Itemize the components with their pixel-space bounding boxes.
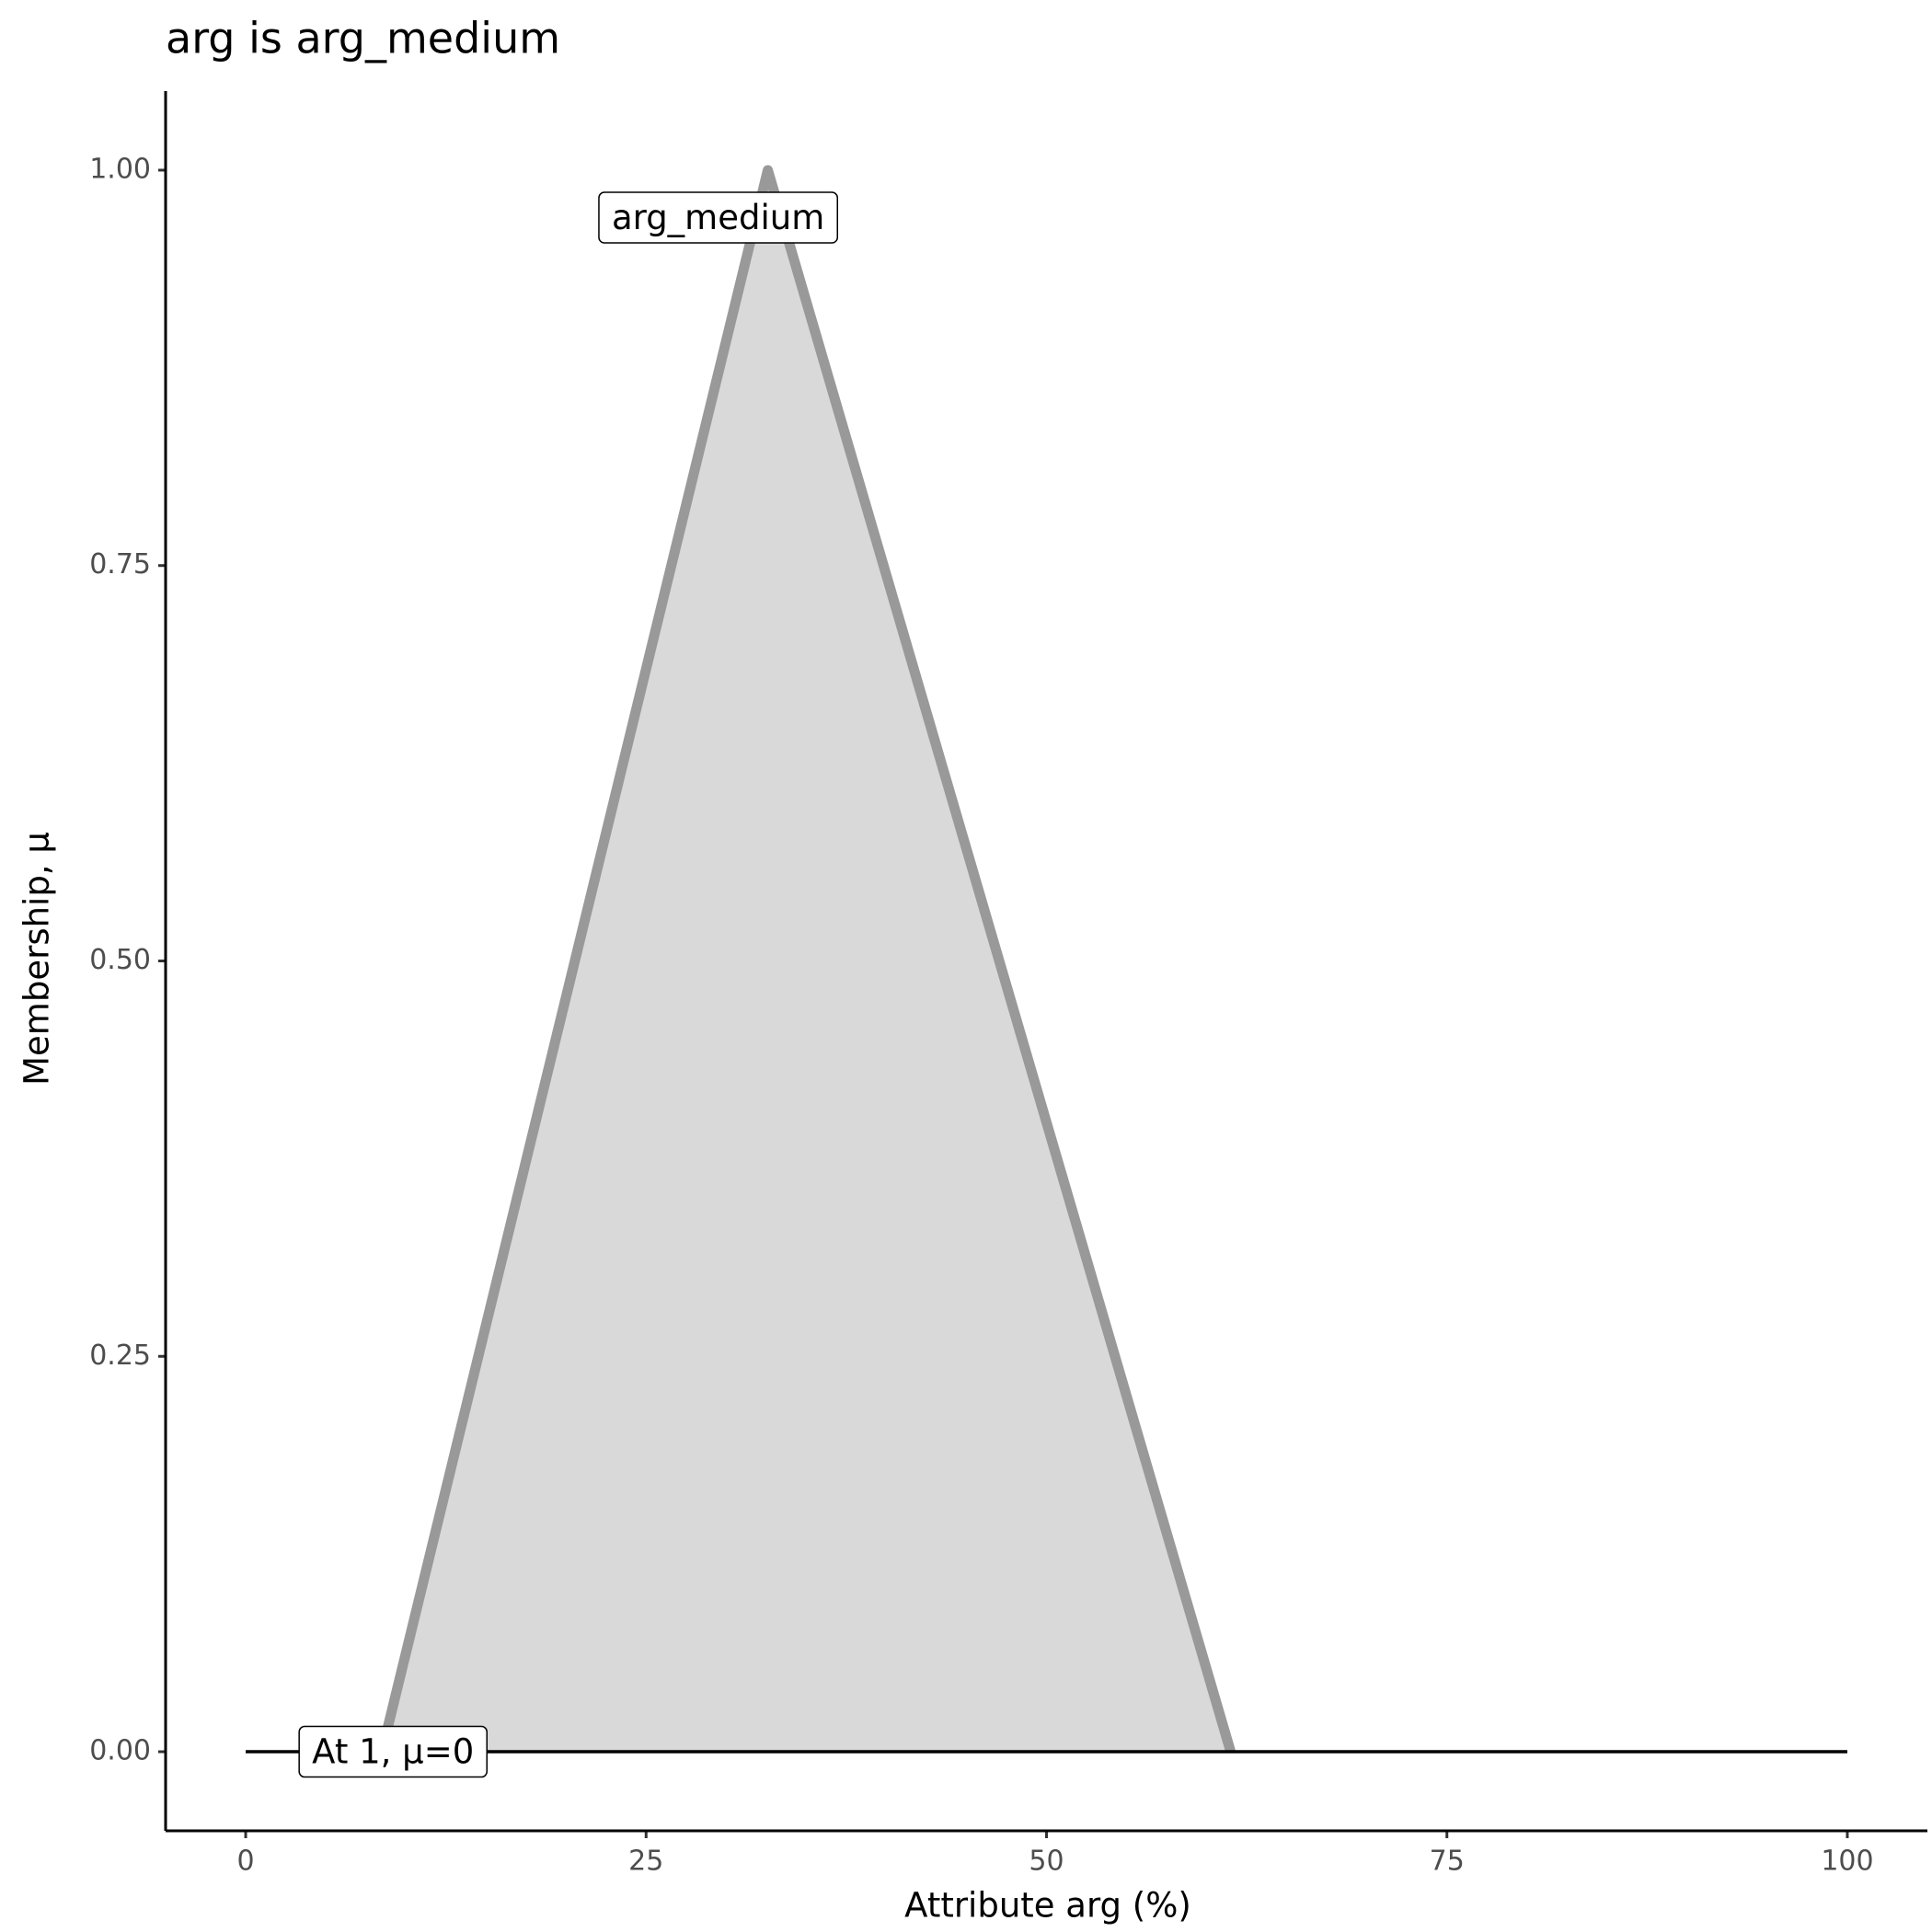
x-tick-label: 100 [1821, 1846, 1873, 1878]
annotation: arg_medium [598, 191, 839, 244]
area [382, 169, 1231, 1753]
annotation-label: At 1, μ=0 [312, 1732, 474, 1772]
y-axis-title: Membership, μ [17, 832, 57, 1086]
line [376, 165, 1236, 1754]
y-tick-label: 0.50 [89, 944, 151, 976]
x-tick-label: 75 [1430, 1846, 1465, 1878]
x-axis-title: Attribute arg (%) [904, 1886, 1191, 1926]
x-tick-label: 0 [236, 1846, 254, 1878]
annotation-box [298, 1725, 488, 1778]
annotation-label: arg_medium [612, 198, 824, 237]
x-tick-label: 50 [1029, 1846, 1064, 1878]
x-tick-label: 25 [628, 1846, 663, 1878]
chart-title: arg is arg_medium [166, 14, 560, 63]
annotation-box [598, 191, 839, 244]
y-tick-label: 0.00 [89, 1735, 151, 1767]
annotation: At 1, μ=0 [298, 1725, 488, 1778]
y-tick-label: 0.25 [89, 1340, 151, 1372]
y-tick-label: 1.00 [89, 153, 151, 185]
y-tick-label: 0.75 [89, 548, 151, 581]
